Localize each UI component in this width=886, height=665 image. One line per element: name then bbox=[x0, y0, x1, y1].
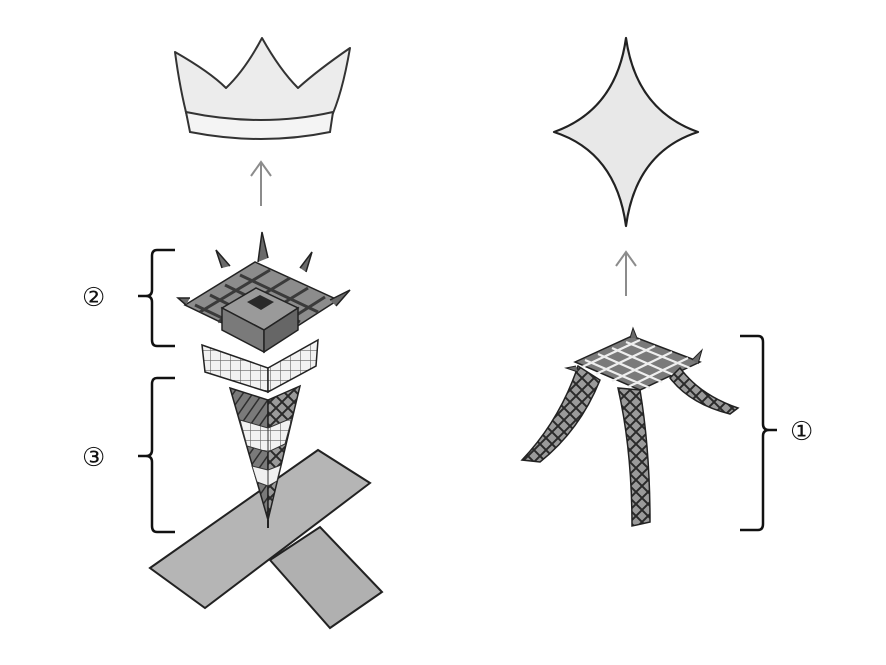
bracket-3 bbox=[138, 376, 175, 534]
label-3: ③ bbox=[82, 443, 105, 473]
crown-icon bbox=[174, 37, 351, 140]
label-2: ② bbox=[82, 283, 105, 313]
tower-lower-shaft bbox=[228, 384, 302, 528]
lattice-base-structure bbox=[520, 326, 740, 527]
label-1: ① bbox=[790, 417, 813, 447]
bracket-2 bbox=[138, 248, 175, 348]
arrow-up-icon bbox=[250, 160, 272, 206]
tower-upper-deck bbox=[176, 231, 351, 394]
arrow-up-icon bbox=[615, 250, 637, 296]
four-point-star-icon bbox=[552, 36, 700, 228]
bracket-1 bbox=[740, 334, 777, 532]
